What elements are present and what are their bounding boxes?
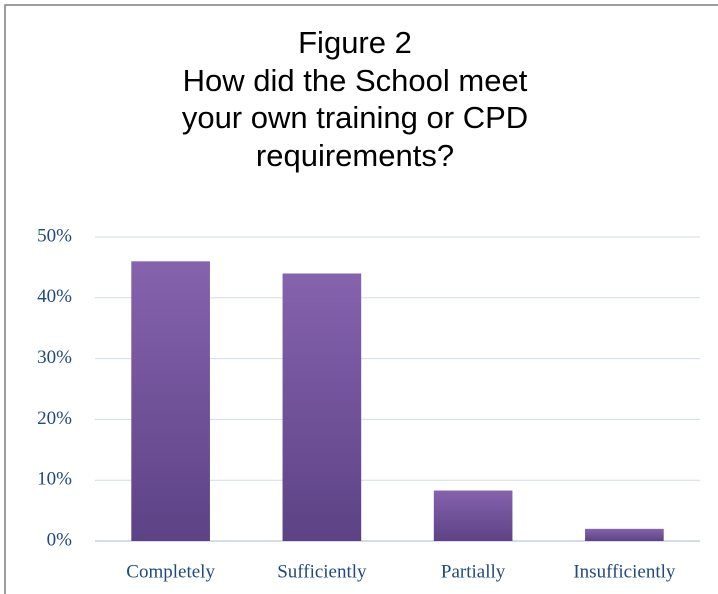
bar xyxy=(433,490,513,541)
y-tick-label: 40% xyxy=(37,286,72,307)
x-tick-label: Insufficiently xyxy=(573,561,676,582)
frame xyxy=(4,4,718,594)
y-tick-label: 50% xyxy=(37,225,72,246)
bar xyxy=(282,273,362,541)
bar xyxy=(131,261,210,541)
x-tick-label: Partially xyxy=(441,561,506,582)
y-tick-label: 0% xyxy=(47,529,73,550)
y-tick-label: 20% xyxy=(37,408,72,429)
y-tick-label: 10% xyxy=(37,469,72,490)
bar xyxy=(585,528,664,541)
y-tick-label: 30% xyxy=(37,347,72,368)
chart-subtitle: How did the School meet your own trainin… xyxy=(181,62,529,173)
chart-title: Figure 2 xyxy=(298,25,412,60)
x-tick-label: Sufficiently xyxy=(277,561,367,582)
x-tick-label: Completely xyxy=(126,561,215,582)
title-block: Figure 2 How did the School meet your ow… xyxy=(175,24,535,174)
